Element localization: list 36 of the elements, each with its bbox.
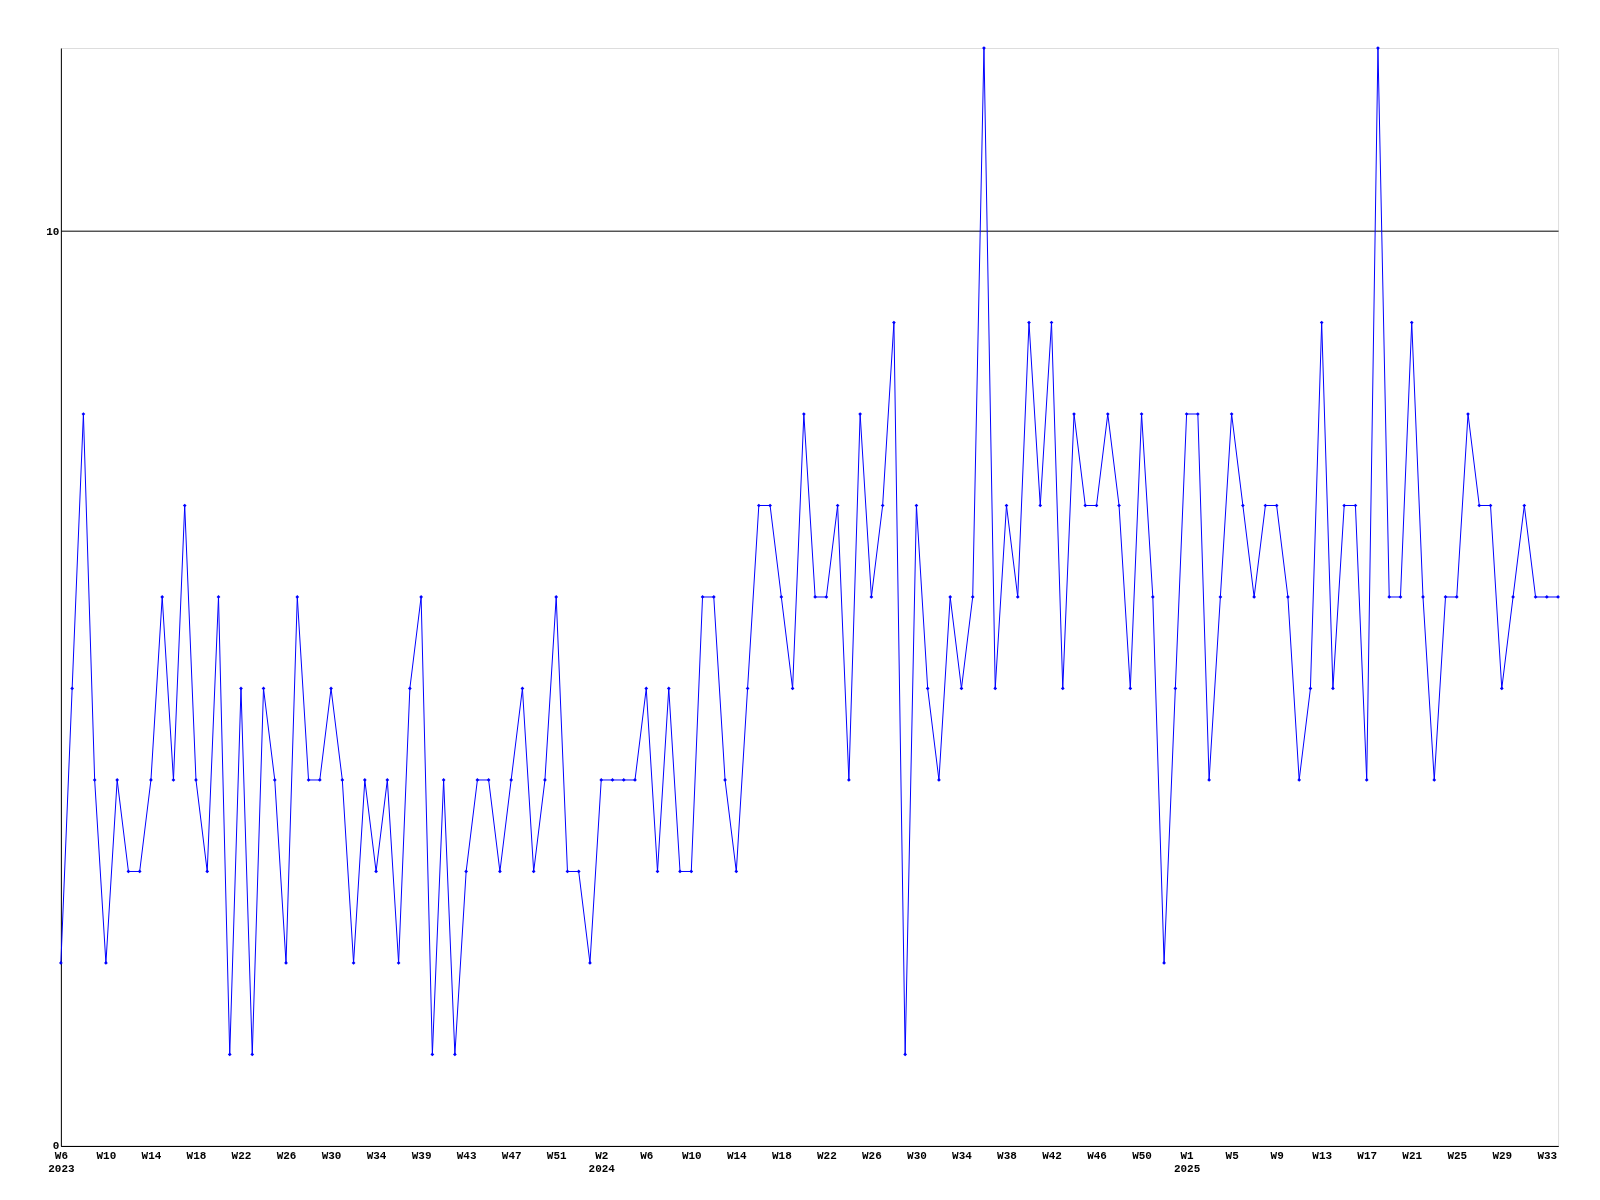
- x-tick-label: W30: [907, 1150, 927, 1163]
- x-tick-label: W33: [1537, 1150, 1558, 1163]
- x-tick-label: W34: [366, 1150, 387, 1163]
- x-tick-label: W18: [771, 1150, 792, 1163]
- x-tick-label: W30: [321, 1150, 342, 1163]
- x-tick-label: W10: [681, 1150, 702, 1163]
- x-tick-label: W6 2023: [48, 1150, 75, 1176]
- x-tick-label: W46: [1087, 1150, 1107, 1163]
- x-tick-label: W34: [952, 1150, 973, 1163]
- x-tick-label: W22: [231, 1150, 252, 1163]
- x-tick-label: W26: [862, 1150, 882, 1163]
- x-tick-label: W9: [1270, 1150, 1284, 1163]
- x-tick-label: W5: [1225, 1150, 1240, 1163]
- x-tick-label: W39: [411, 1150, 432, 1163]
- x-tick-label: W17: [1357, 1150, 1378, 1163]
- x-tick-label: W38: [997, 1150, 1017, 1163]
- y-tick-label: 0: [52, 1140, 60, 1153]
- x-tick-label: W22: [816, 1150, 837, 1163]
- x-tick-label: W14: [726, 1150, 748, 1163]
- x-tick-label: W6: [640, 1150, 654, 1163]
- x-tick-label: W2 2024: [588, 1150, 616, 1176]
- x-tick-label: W21: [1402, 1150, 1423, 1163]
- x-tick-label: W13: [1312, 1150, 1333, 1163]
- x-tick-label: W14: [141, 1150, 162, 1163]
- x-tick-label: W26: [276, 1150, 297, 1163]
- x-tick-label: W25: [1447, 1150, 1468, 1163]
- x-tick-label: W18: [186, 1150, 207, 1163]
- y-tick-label: 10: [46, 225, 60, 238]
- x-tick-label: W42: [1042, 1150, 1062, 1163]
- x-tick-label: W50: [1132, 1150, 1152, 1163]
- x-tick-label: W47: [501, 1150, 522, 1163]
- x-tick-label: W43: [456, 1150, 477, 1163]
- x-tick-label: W51: [546, 1150, 567, 1163]
- x-tick-label: W1 2025: [1173, 1150, 1201, 1176]
- x-tick-label: W10: [96, 1150, 117, 1163]
- x-tick-label: W29: [1492, 1150, 1513, 1163]
